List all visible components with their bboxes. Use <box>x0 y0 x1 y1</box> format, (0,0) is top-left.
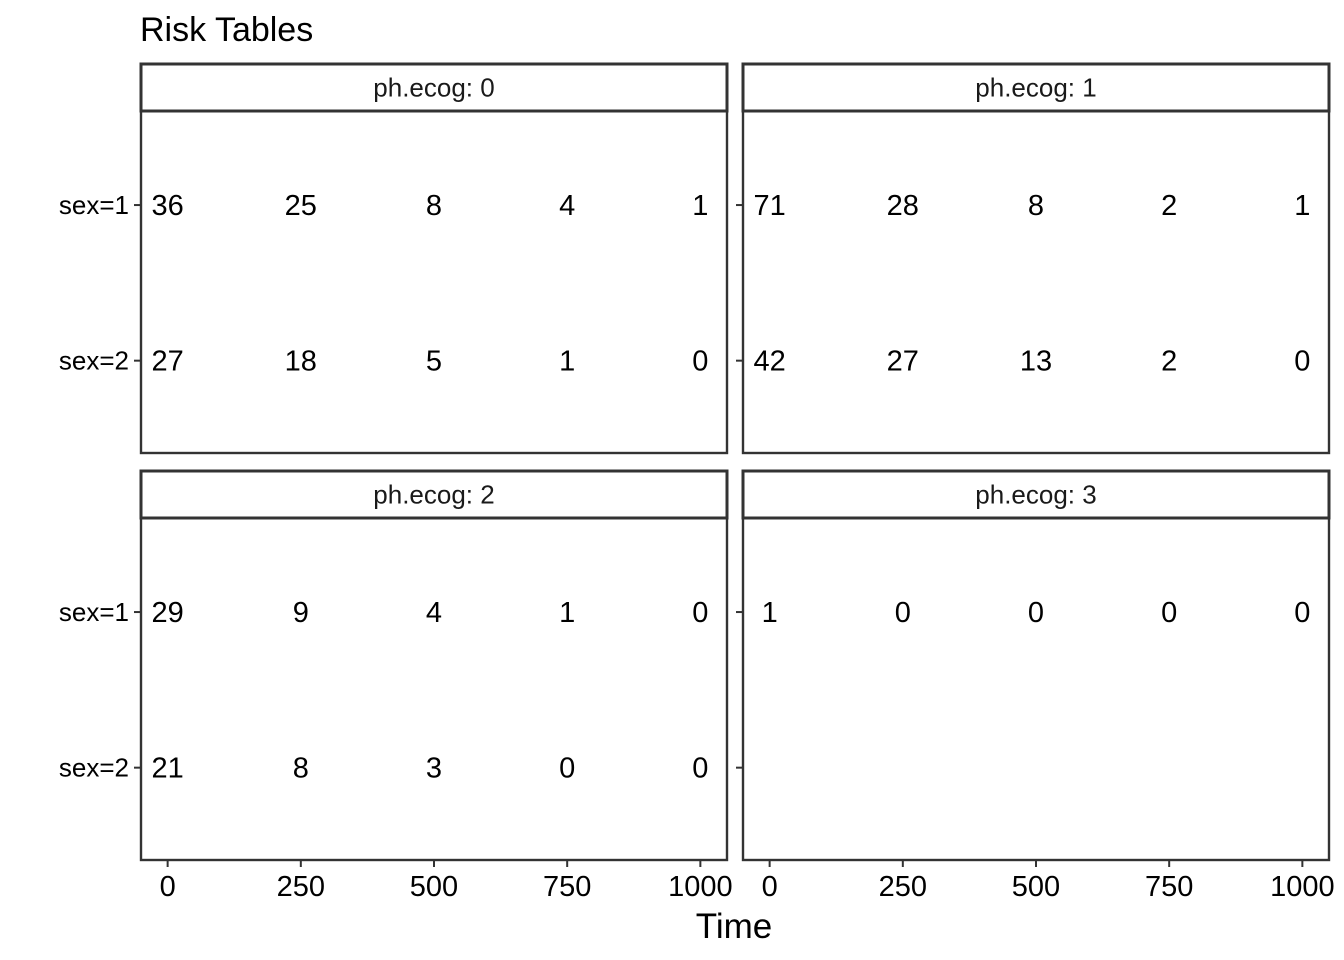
risk-count-label: 1 <box>559 597 575 629</box>
x-tick-label: 1000 <box>668 871 733 903</box>
risk-count-label: 5 <box>426 346 442 378</box>
y-tick-label: sex=1 <box>59 190 129 220</box>
x-tick-label: 250 <box>879 871 927 903</box>
risk-count-label: 27 <box>152 346 184 378</box>
facet-strip <box>139 62 729 113</box>
risk-count-label: 36 <box>152 190 184 222</box>
risk-count-label: 28 <box>887 190 919 222</box>
risk-count-label: 2 <box>1161 346 1177 378</box>
risk-count-label: 0 <box>692 753 708 785</box>
x-tick-label: 750 <box>543 871 591 903</box>
facet-panel: ph.ecog: 31 0 0 0 00 250 500 750 1000 <box>736 469 1335 903</box>
panel-border <box>139 62 729 455</box>
x-tick-label: 500 <box>1012 871 1060 903</box>
risk-count-label: 9 <box>293 597 309 629</box>
risk-count-label: 0 <box>895 597 911 629</box>
y-tick-label: sex=2 <box>59 753 129 783</box>
y-tick-label: sex=2 <box>59 346 129 376</box>
facet-strip <box>741 62 1331 113</box>
facet-strip-label: ph.ecog: 3 <box>975 480 1096 510</box>
risk-count-label: 1 <box>1294 190 1310 222</box>
facet-strip-label: ph.ecog: 1 <box>975 73 1096 103</box>
risk-count-label: 18 <box>285 346 317 378</box>
risk-count-label: 3 <box>426 753 442 785</box>
panel-border <box>139 469 729 862</box>
risk-count-label: 1 <box>559 346 575 378</box>
risk-count-label: 0 <box>1161 597 1177 629</box>
x-axis-label: Time <box>696 907 772 946</box>
risk-count-label: 8 <box>293 753 309 785</box>
risk-count-label: 0 <box>1294 597 1310 629</box>
facet-panel: ph.ecog: 0 sex=1 sex=2 36 25 8 4 1 27 18 5 1 0 <box>59 62 729 455</box>
risk-count-label: 2 <box>1161 190 1177 222</box>
risk-count-label: 8 <box>1028 190 1044 222</box>
risk-count-label: 1 <box>692 190 708 222</box>
risk-count-label: 21 <box>152 753 184 785</box>
risk-count-label: 4 <box>559 190 575 222</box>
x-tick-label: 750 <box>1145 871 1193 903</box>
risk-count-label: 0 <box>1294 346 1310 378</box>
risk-count-label: 4 <box>426 597 442 629</box>
risk-count-label: 8 <box>426 190 442 222</box>
risk-count-label: 13 <box>1020 346 1052 378</box>
risk-count-label: 25 <box>285 190 317 222</box>
x-tick-label: 500 <box>410 871 458 903</box>
risk-count-label: 42 <box>754 346 786 378</box>
x-tick-label: 0 <box>762 871 778 903</box>
risk-count-label: 1 <box>762 597 778 629</box>
risk-count-label: 0 <box>692 346 708 378</box>
panel-border <box>741 62 1331 455</box>
risk-count-label: 0 <box>559 753 575 785</box>
y-tick-label: sex=1 <box>59 597 129 627</box>
x-tick-label: 250 <box>277 871 325 903</box>
x-tick-label: 1000 <box>1270 871 1335 903</box>
panel-border <box>741 469 1331 862</box>
risk-count-label: 29 <box>152 597 184 629</box>
risk-count-label: 27 <box>887 346 919 378</box>
facet-panel: ph.ecog: 1 71 28 8 2 1 42 27 13 2 0 <box>736 62 1331 455</box>
facet-strip <box>139 469 729 520</box>
facet-strip-label: ph.ecog: 2 <box>373 480 494 510</box>
facet-strip-label: ph.ecog: 0 <box>373 73 494 103</box>
facet-strip <box>741 469 1331 520</box>
facet-panel: ph.ecog: 2 sex=1 sex=2 29 9 4 1 0 21 8 3 0 0 0 250 500 7… <box>59 469 733 903</box>
risk-count-label: 71 <box>754 190 786 222</box>
chart-title: Risk Tables <box>140 11 313 49</box>
risk-count-label: 0 <box>692 597 708 629</box>
x-tick-label: 0 <box>160 871 176 903</box>
risk-count-label: 0 <box>1028 597 1044 629</box>
